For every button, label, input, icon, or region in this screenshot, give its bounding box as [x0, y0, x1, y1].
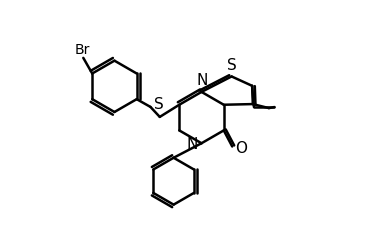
Text: N: N: [186, 136, 197, 151]
Text: S: S: [154, 97, 163, 111]
Text: Br: Br: [74, 43, 90, 57]
Text: N: N: [197, 73, 208, 88]
Text: S: S: [227, 57, 237, 72]
Text: O: O: [235, 140, 247, 155]
